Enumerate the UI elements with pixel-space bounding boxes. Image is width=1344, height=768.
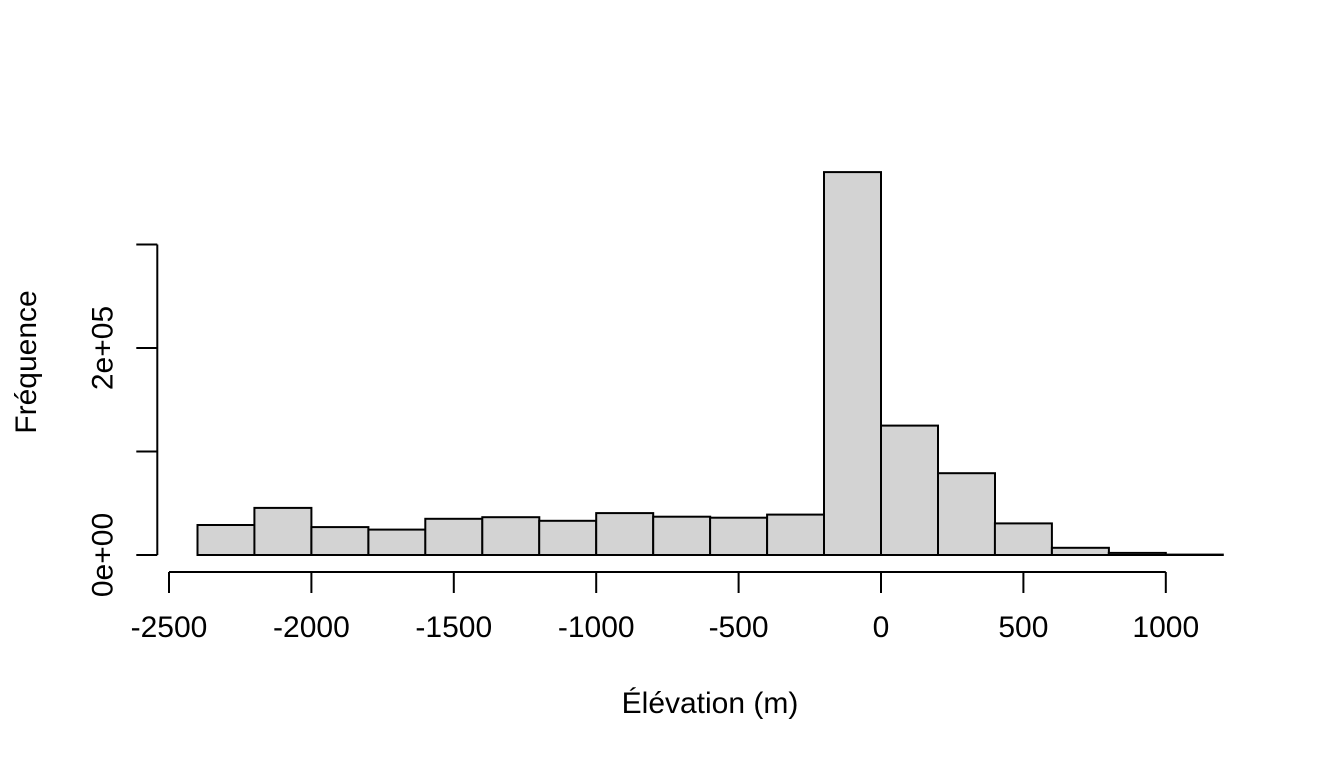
- histogram-bar: [310, 526, 370, 556]
- histogram-bar: [538, 519, 598, 556]
- histogram-bar: [196, 524, 256, 556]
- histogram-bar: [367, 528, 427, 556]
- histogram-bar: [993, 522, 1053, 557]
- y-axis-tick-label: 2e+05: [87, 306, 120, 390]
- histogram-bar: [1107, 551, 1167, 557]
- histogram-bar: [481, 516, 541, 557]
- histogram-bar: [595, 512, 655, 556]
- x-axis-tick-label: 0: [873, 611, 890, 644]
- histogram-bar: [937, 472, 996, 557]
- histogram-bar: [880, 424, 939, 556]
- bars-group: [196, 171, 1224, 557]
- histogram-bar: [823, 171, 882, 556]
- histogram-bar: [424, 517, 484, 556]
- histogram-bar: [709, 516, 769, 557]
- x-axis-tick-label: 1000: [1132, 611, 1199, 644]
- y-axis-tick-label: 0e+00: [87, 513, 120, 597]
- y-axis-title: Fréquence: [10, 290, 43, 433]
- x-axis-tick-label: -500: [709, 611, 769, 644]
- histogram-bar: [766, 513, 826, 556]
- x-axis-tick-label: -2500: [131, 611, 208, 644]
- x-axis: -2500 -2000 -1500 -1000 -500 0 500 1000: [131, 571, 1199, 644]
- histogram-bar: [1050, 546, 1110, 556]
- x-axis-tick-label: -1500: [415, 611, 492, 644]
- x-axis-tick-label: -2000: [273, 611, 350, 644]
- x-axis-tick-label: -1000: [558, 611, 635, 644]
- y-axis: 0e+00 2e+05: [87, 243, 159, 597]
- x-axis-title: Élévation (m): [622, 687, 799, 720]
- histogram-bar: [652, 515, 712, 557]
- x-axis-tick-label: 500: [998, 611, 1048, 644]
- histogram-bar: [253, 506, 313, 556]
